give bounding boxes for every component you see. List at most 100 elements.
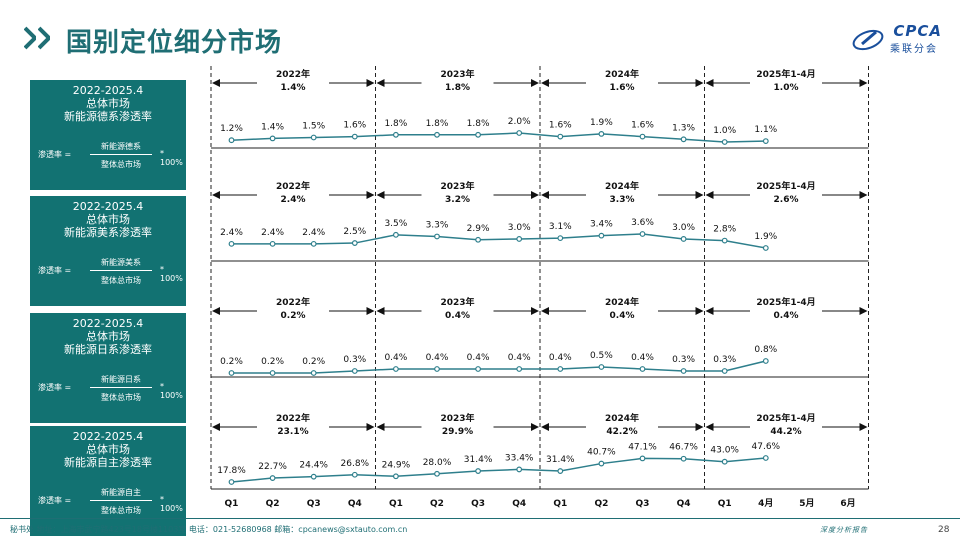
data-point bbox=[351, 368, 358, 374]
formula-numerator: 新能源美系 bbox=[101, 258, 141, 267]
data-label: 0.4% bbox=[508, 353, 531, 363]
formula-numerator: 新能源德系 bbox=[101, 142, 141, 151]
data-label: 1.8% bbox=[384, 119, 407, 129]
data-label: 0.3% bbox=[343, 355, 366, 365]
data-label: 0.4% bbox=[631, 353, 654, 363]
data-label: 31.4% bbox=[546, 455, 575, 465]
x-tick-label: Q4 bbox=[348, 499, 362, 509]
data-point bbox=[228, 240, 235, 247]
period-value: 44.2% bbox=[770, 427, 801, 437]
period-label: 2022年 bbox=[276, 68, 310, 80]
series-line bbox=[231, 132, 766, 143]
data-label: 0.8% bbox=[754, 345, 777, 355]
data-label: 17.8% bbox=[217, 466, 246, 476]
data-label: 1.3% bbox=[672, 123, 695, 133]
formula-multiplier: * 100% bbox=[160, 382, 183, 400]
data-point bbox=[434, 470, 440, 477]
data-label: 43.0% bbox=[710, 446, 739, 456]
data-point bbox=[351, 471, 358, 478]
data-point bbox=[557, 235, 564, 242]
data-point bbox=[762, 358, 769, 364]
data-point bbox=[516, 130, 523, 136]
formula-numerator: 新能源日系 bbox=[101, 375, 141, 384]
formula-bar bbox=[90, 387, 152, 388]
data-label: 1.5% bbox=[302, 122, 325, 132]
period-label: 2024年 bbox=[605, 180, 639, 192]
footer-divider bbox=[0, 518, 960, 519]
period-value: 1.4% bbox=[281, 83, 306, 93]
data-point bbox=[269, 370, 276, 376]
period-label: 2024年 bbox=[605, 68, 639, 80]
period-label: 2023年 bbox=[440, 68, 474, 80]
data-point bbox=[393, 366, 399, 372]
formula-label: 渗透率 = bbox=[38, 266, 72, 275]
data-label: 2.4% bbox=[302, 228, 325, 238]
card-title: 新能源美系渗透率 bbox=[64, 226, 152, 239]
formula-label: 渗透率 = bbox=[38, 496, 72, 505]
x-tick-label: 5月 bbox=[799, 498, 814, 509]
formula-multiplier: * 100% bbox=[160, 265, 183, 283]
data-label: 2.0% bbox=[508, 117, 531, 127]
period-value: 23.1% bbox=[277, 427, 308, 437]
header: 国别定位细分市场 CPCA 乘联分会 bbox=[0, 0, 960, 70]
period-label: 2024年 bbox=[605, 296, 639, 308]
footer-slogan: 深度分析报告 bbox=[820, 526, 868, 534]
period-label: 2023年 bbox=[440, 180, 474, 192]
data-label: 47.6% bbox=[752, 442, 781, 452]
x-tick-label: 4月 bbox=[758, 498, 773, 509]
data-label: 33.4% bbox=[505, 453, 534, 463]
x-tick-label: Q2 bbox=[594, 499, 608, 509]
data-label: 1.9% bbox=[590, 118, 613, 128]
card-title: 新能源德系渗透率 bbox=[64, 110, 152, 123]
x-tick-label: Q1 bbox=[718, 499, 732, 509]
period-value: 2.6% bbox=[774, 195, 799, 205]
cpca-logo: CPCA 乘联分会 bbox=[852, 22, 942, 56]
data-label: 3.3% bbox=[426, 220, 449, 230]
data-label: 0.2% bbox=[261, 357, 284, 367]
data-point bbox=[680, 455, 687, 462]
data-label: 3.4% bbox=[590, 220, 613, 230]
data-point bbox=[516, 236, 523, 242]
data-point bbox=[393, 131, 399, 138]
x-tick-label: Q1 bbox=[225, 499, 239, 509]
series-line bbox=[231, 457, 766, 483]
data-label: 1.8% bbox=[467, 119, 490, 129]
period-label: 2025年1-4月 bbox=[756, 412, 815, 424]
card-title: 新能源自主渗透率 bbox=[64, 456, 152, 469]
period-value: 3.2% bbox=[445, 195, 470, 205]
period-label: 2025年1-4月 bbox=[756, 68, 815, 80]
data-point bbox=[269, 475, 276, 481]
formula-bar bbox=[90, 270, 152, 271]
formula-multiplier: * 100% bbox=[160, 149, 183, 167]
x-tick-label: Q4 bbox=[677, 499, 691, 509]
data-point bbox=[393, 231, 399, 238]
data-label: 22.7% bbox=[258, 462, 287, 472]
period-value: 42.2% bbox=[606, 427, 637, 437]
data-point bbox=[557, 468, 564, 474]
data-label: 3.5% bbox=[384, 219, 407, 229]
period-value: 29.9% bbox=[442, 427, 473, 437]
data-point bbox=[721, 458, 728, 465]
data-point bbox=[762, 245, 769, 251]
data-label: 40.7% bbox=[587, 448, 616, 458]
period-value: 1.0% bbox=[774, 83, 799, 93]
series-line bbox=[231, 233, 766, 249]
data-label: 0.2% bbox=[220, 357, 243, 367]
formula-label: 渗透率 = bbox=[38, 383, 72, 392]
data-point bbox=[598, 130, 605, 137]
period-label: 2023年 bbox=[440, 296, 474, 308]
card-date: 2022-2025.4 bbox=[72, 84, 144, 97]
period-value: 1.6% bbox=[610, 83, 635, 93]
x-tick-label: Q3 bbox=[471, 499, 485, 509]
formula-denominator: 整体总市场 bbox=[101, 506, 141, 515]
data-label: 1.6% bbox=[549, 121, 572, 131]
formula-denominator: 整体总市场 bbox=[101, 276, 141, 285]
data-point bbox=[721, 139, 728, 145]
data-label: 3.0% bbox=[672, 223, 695, 233]
data-point bbox=[639, 455, 646, 462]
data-point bbox=[762, 138, 769, 145]
data-point bbox=[721, 368, 728, 374]
data-point bbox=[228, 370, 235, 376]
data-point bbox=[434, 366, 440, 372]
